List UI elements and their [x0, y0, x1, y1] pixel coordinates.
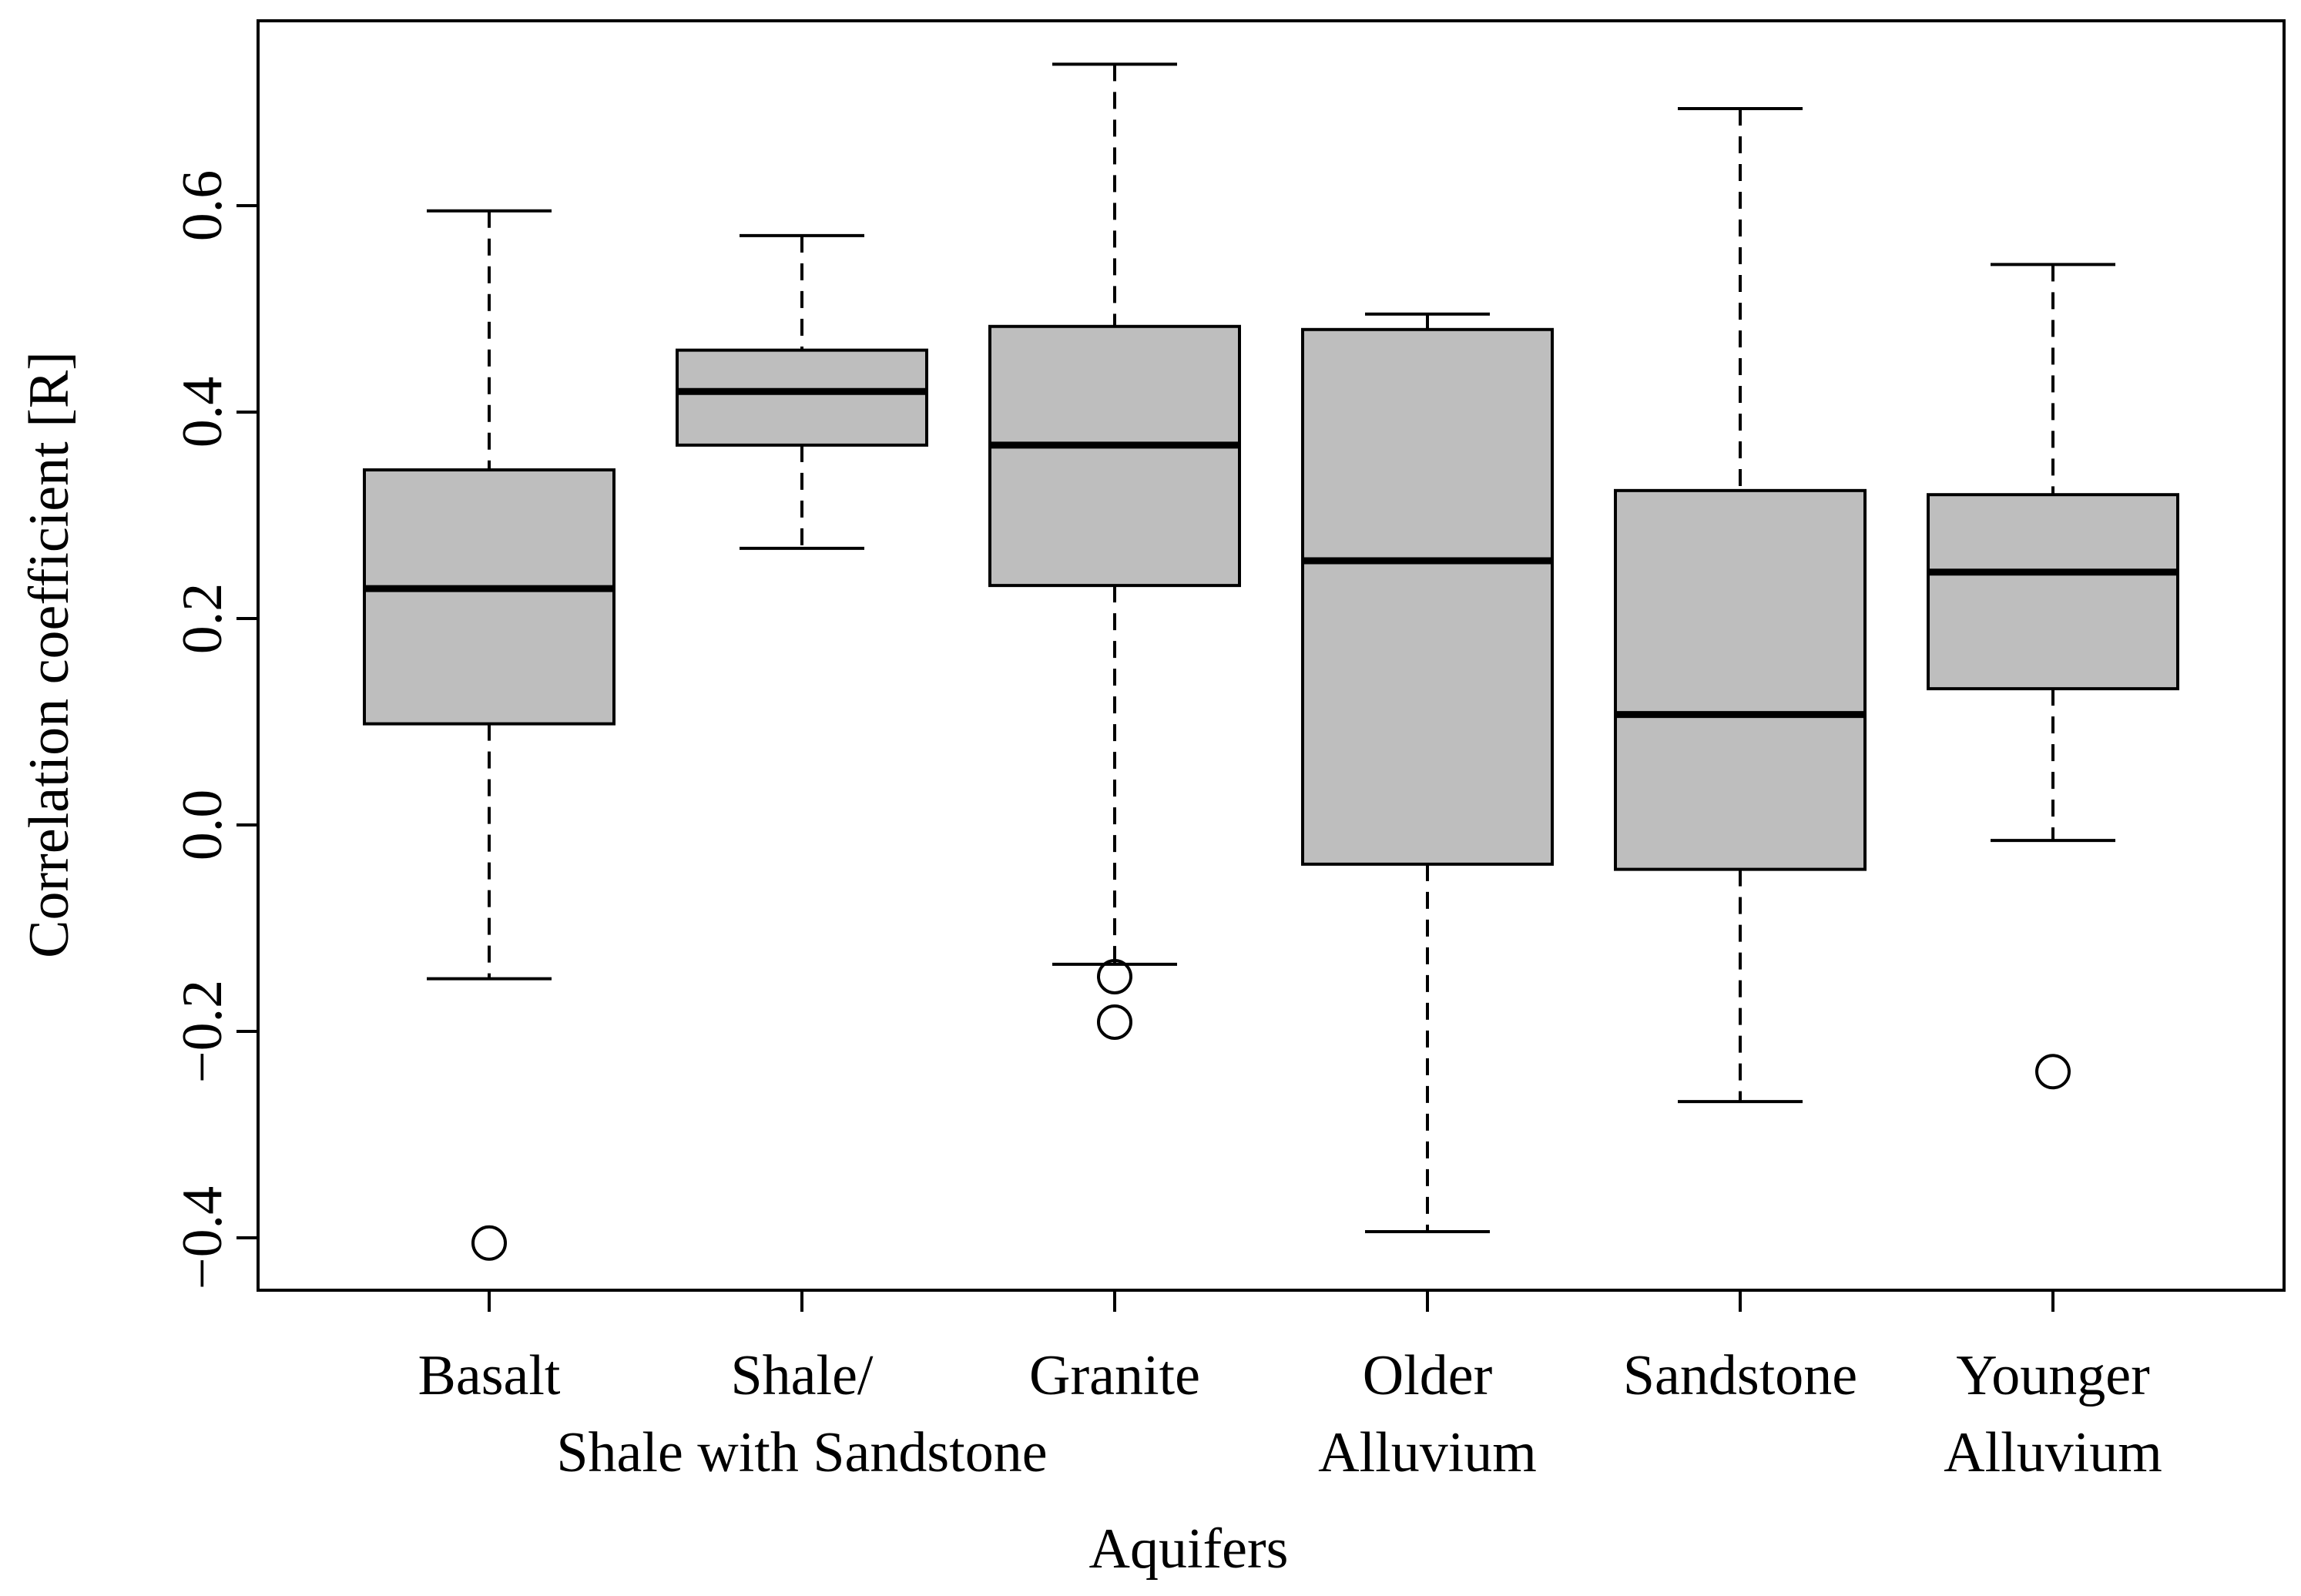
box-iqr — [676, 348, 928, 447]
box-group — [363, 209, 616, 1261]
box-iqr — [988, 324, 1241, 588]
x-tick-label: Granite — [1029, 1344, 1200, 1407]
y-tick-label: 0.4 — [171, 377, 234, 448]
y-tick-label: 0.0 — [171, 790, 234, 861]
box-group — [988, 62, 1241, 1040]
box-iqr — [1614, 488, 1867, 871]
box-group — [1301, 312, 1554, 1233]
box-group — [676, 233, 928, 550]
x-tick-label: Sandstone — [1623, 1344, 1857, 1407]
x-tick-label: Alluvium — [1318, 1421, 1537, 1484]
x-axis-title: Aquifers — [1089, 1517, 1289, 1581]
x-tick-label: Older — [1363, 1344, 1493, 1407]
box-iqr — [363, 468, 616, 726]
box-iqr — [1301, 327, 1554, 866]
x-tick-label: Shale/ — [731, 1344, 874, 1407]
box-iqr — [1927, 493, 2179, 691]
outlier-point — [471, 1225, 507, 1261]
outlier-point — [2035, 1054, 2071, 1090]
y-axis-title: Correlation coefficient [R] — [18, 351, 81, 958]
boxes-layer — [363, 62, 2179, 1261]
outlier-point — [1097, 1004, 1132, 1040]
y-axis: −0.4 −0.2 0.0 0.2 0.4 0.6 — [171, 170, 260, 1289]
x-tick-label: Younger — [1956, 1344, 2150, 1407]
x-axis: Basalt Shale/Shale with Sandstone Granite O… — [418, 1289, 2162, 1484]
x-tick-label: Basalt — [418, 1344, 561, 1407]
x-tick-label: Shale with Sandstone — [556, 1421, 1047, 1484]
box-group — [1927, 263, 2179, 1090]
y-tick-label: −0.4 — [171, 1186, 234, 1289]
y-tick-label: 0.2 — [171, 583, 234, 655]
y-tick-label: −0.2 — [171, 980, 234, 1083]
x-tick-label: Alluvium — [1944, 1421, 2162, 1484]
outlier-point — [1097, 958, 1132, 994]
box-group — [1614, 107, 1867, 1104]
y-tick-label: 0.6 — [171, 170, 234, 242]
